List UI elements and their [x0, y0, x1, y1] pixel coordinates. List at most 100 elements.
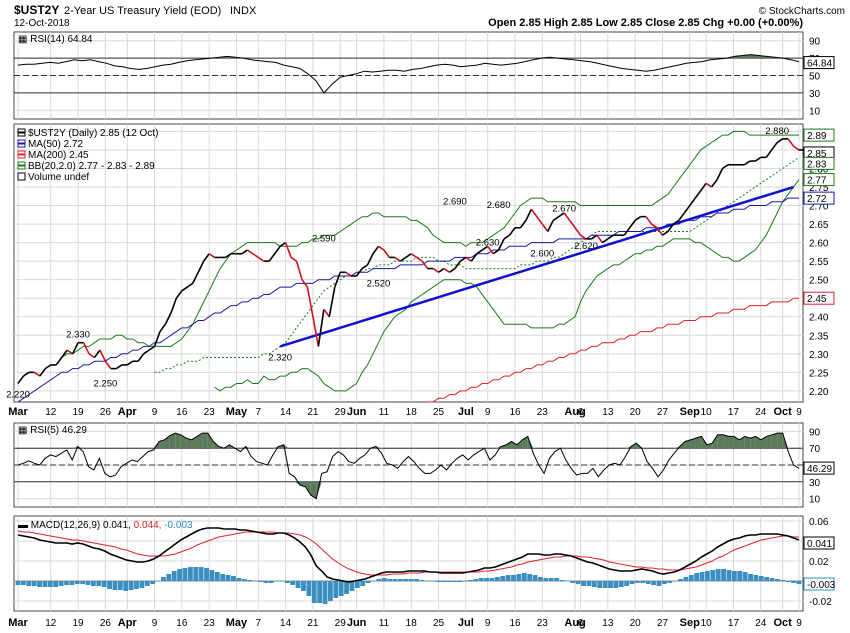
price-segment-93 — [519, 219, 527, 229]
macd-hist-bar-43 — [247, 580, 253, 581]
macd-hist-bar-0 — [15, 581, 21, 585]
price-segment-26 — [153, 331, 161, 347]
macd-hist-bar-83 — [462, 581, 468, 582]
price-segment-88 — [492, 249, 500, 255]
macd-label-value: 0.041, — [103, 520, 134, 531]
macd-label: ▬ MACD(12,26,9) 0.041, 0.044, -0.003 — [18, 520, 193, 531]
macd-hist-bar-32 — [187, 567, 193, 581]
price-segment-108 — [601, 238, 609, 244]
xaxis-top-xtick-8: May — [226, 406, 248, 418]
rsi14-line — [17, 54, 800, 94]
xaxis-top-xtick-7: 23 — [204, 407, 216, 418]
macd-hist-bar-73 — [408, 579, 414, 581]
macd-ytick-0: 0.06 — [809, 517, 829, 528]
rsi5-label: ▦ RSI(5) 46.29 — [18, 425, 87, 436]
price-segment-139 — [771, 142, 778, 151]
xaxis-top-xtick-21: Aug — [564, 406, 585, 418]
price-segment-19 — [115, 364, 123, 370]
price-annotation-7: 2.630 — [476, 237, 500, 248]
price-segment-65 — [366, 253, 374, 266]
macd-right-label: 0.041 — [807, 539, 832, 550]
macd-hist-bar-142 — [780, 580, 786, 581]
rsi14-ytick-0: 90 — [809, 37, 821, 48]
rsi5-overbought-fill-113 — [625, 446, 631, 449]
macd-hist-bar-119 — [656, 581, 662, 586]
macd-hist-bar-131 — [721, 569, 727, 581]
macd-hist-bar-110 — [608, 581, 613, 588]
macd-hist-bar-123 — [678, 579, 683, 581]
price-segment-52 — [295, 260, 303, 280]
price-right-label-5: 2.45 — [807, 294, 827, 305]
legend-ma200: MA(200) 2.45 — [28, 150, 89, 161]
rsi5-overbought-fill-135 — [744, 436, 751, 449]
price-segment-32 — [186, 282, 194, 288]
price-segment-124 — [689, 197, 696, 207]
price-segment-11 — [71, 342, 79, 355]
macd-hist-bar-104 — [575, 581, 581, 584]
price-segment-6 — [44, 364, 52, 370]
rsi14-last-label-box — [803, 56, 835, 70]
price-segment-58 — [328, 286, 336, 317]
price-segment-79 — [443, 267, 450, 273]
macd-hist-bar-4 — [37, 581, 42, 587]
macd-hist-right-label: -0.003 — [807, 580, 836, 591]
xaxis-top-xtick-27: 10 — [701, 407, 713, 418]
macd-panel-frame — [13, 515, 804, 612]
xaxis-bottom-xtick-16: 25 — [433, 618, 445, 629]
price-segment-4 — [33, 371, 41, 377]
price-segment-17 — [104, 360, 112, 370]
price-segment-23 — [137, 353, 145, 362]
price-segment-44 — [252, 253, 259, 259]
rsi5-line — [17, 432, 800, 500]
macd-hist-bar-101 — [559, 580, 565, 581]
price-segment-42 — [241, 249, 248, 255]
xaxis-top-xtick-15: 18 — [406, 407, 418, 418]
macd-hist-bar-41 — [236, 578, 242, 581]
xaxis-top-xtick-17: Jul — [458, 406, 474, 418]
macd-hist-bar-103 — [570, 581, 576, 583]
price-segment-57 — [323, 308, 330, 318]
rsi5-overbought-fill-139 — [766, 434, 772, 449]
price-segment-83 — [465, 256, 472, 262]
rsi14-ytick-3: 30 — [809, 89, 821, 100]
macd-hist-bar-114 — [629, 581, 635, 584]
macd-signal-line — [17, 530, 799, 576]
macd-hist-bar-118 — [651, 581, 656, 585]
price-ytick-10: 2.70 — [809, 202, 829, 213]
macd-hist-bar-139 — [764, 577, 770, 581]
macd-hist-bar-72 — [403, 579, 409, 581]
macd-hist-right-label-box — [803, 577, 835, 591]
macd-hist-bar-117 — [645, 581, 651, 584]
macd-hist-bar-67 — [376, 579, 382, 581]
price-segment-36 — [208, 253, 216, 259]
price-segment-61 — [345, 271, 352, 277]
rsi5-ytick-1: 70 — [809, 444, 821, 455]
rsi5-overbought-fill-124 — [685, 439, 691, 449]
price-segment-2 — [23, 371, 30, 377]
macd-hist-bar-54 — [306, 581, 312, 596]
price-segment-74 — [416, 256, 423, 262]
price-segment-56 — [317, 309, 325, 347]
xaxis-top-xtick-30: Oct — [773, 406, 792, 418]
rsi14-last-label: 64.84 — [807, 59, 832, 70]
xaxis-bottom-xtick-19: 16 — [509, 618, 521, 629]
price-segment-16 — [99, 349, 107, 362]
macd-hist-bar-6 — [47, 581, 53, 587]
macd-hist-bar-55 — [311, 581, 317, 603]
macd-hist-bar-14 — [90, 581, 96, 586]
macd-hist-bar-77 — [430, 581, 436, 582]
xaxis-top-xtick-13: Jun — [347, 406, 367, 418]
macd-label-main: ▬ MACD(12,26,9) — [18, 520, 103, 531]
price-segment-118 — [656, 227, 664, 236]
price-segment-91 — [508, 227, 516, 236]
xaxis-top-xtick-19: 16 — [509, 407, 521, 418]
price-segment-140 — [776, 138, 784, 144]
price-right-label-5-box — [803, 291, 835, 305]
price-annotation-1: 2.330 — [66, 330, 90, 341]
brand-watermark: © StockCharts.com — [759, 6, 845, 17]
rsi5-overbought-fill-30 — [175, 433, 181, 449]
price-segment-21 — [126, 360, 134, 366]
rsi5-overbought-fill-140 — [771, 433, 778, 449]
